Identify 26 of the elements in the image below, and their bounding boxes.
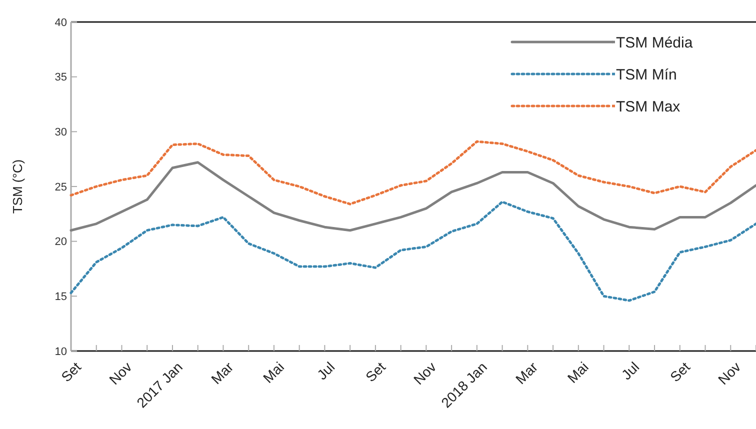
y-tick-label: 35 <box>54 72 67 84</box>
x-tick-label: Nov <box>410 358 440 388</box>
legend-label: TSM Média <box>616 34 694 52</box>
y-tick-label: 40 <box>54 16 67 29</box>
x-tick-label: Mai <box>260 358 288 386</box>
y-tick-label: 30 <box>54 126 67 139</box>
y-tick-label: 10 <box>54 346 67 358</box>
x-tick-label: Set <box>362 358 389 385</box>
y-axis-title: TSM (°C) <box>10 159 25 214</box>
x-tick-label: Set <box>58 358 84 385</box>
x-tick-label: Mar <box>512 358 541 388</box>
y-tick-label: 15 <box>54 291 67 304</box>
y-tick-label: 20 <box>54 236 67 248</box>
x-tick-label: Nov <box>106 358 135 388</box>
y-tick-label: 25 <box>54 181 67 194</box>
x-tick-label: Nov <box>714 358 744 388</box>
x-tick-label: Jul <box>314 358 338 383</box>
x-tick-label: Mai <box>564 358 592 386</box>
line-series <box>70 200 756 302</box>
line-series <box>70 161 756 232</box>
x-tick-label: Set <box>666 358 694 385</box>
line-series <box>70 140 756 206</box>
x-tick-label: Mar <box>208 358 236 388</box>
x-tick-label: Jul <box>618 358 642 383</box>
legend-label: TSM Mín <box>616 66 677 84</box>
legend-label: TSM Max <box>616 98 681 116</box>
